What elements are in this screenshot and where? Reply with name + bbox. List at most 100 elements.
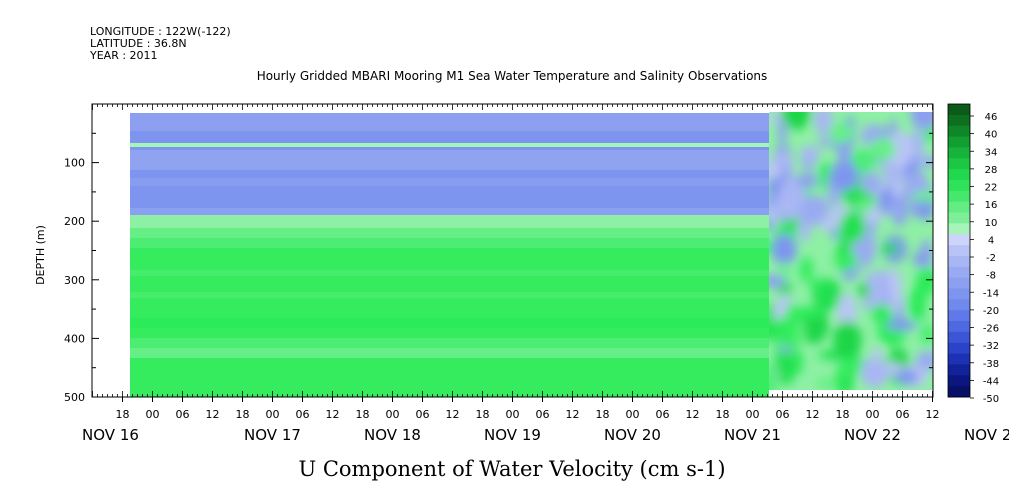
x-hour-label: 00 <box>386 408 400 421</box>
variable-blob <box>815 377 837 390</box>
colorbar-label: -8 <box>986 271 996 282</box>
x-hour-label: 06 <box>536 408 550 421</box>
variable-blob <box>769 274 786 289</box>
variable-blob <box>794 306 823 320</box>
x-hour-label: 12 <box>566 408 580 421</box>
x-hour-label: 06 <box>776 408 790 421</box>
lower-positive-layer <box>130 228 769 397</box>
colorbar-swatch <box>948 223 970 235</box>
x-day-label: NOV 23 <box>964 426 1009 444</box>
colorbar-swatch <box>948 310 970 322</box>
variable-blob <box>919 322 933 346</box>
colorbar-label: -38 <box>983 359 999 370</box>
x-hour-label: 00 <box>746 408 760 421</box>
x-hour-label: 00 <box>506 408 520 421</box>
x-day-label: NOV 18 <box>364 426 421 444</box>
variable-blob <box>809 278 824 290</box>
colorbar: 46 40 34 28 22 16 10 4 -2 -8 -14 -20 -26 -32 -38 -44 -50 <box>947 103 999 405</box>
x-hour-label: 12 <box>806 408 820 421</box>
variable-blob <box>888 269 903 309</box>
colorbar-swatch <box>948 147 970 159</box>
colorbar-swatch <box>948 179 970 192</box>
variable-blob <box>886 131 914 168</box>
variable-blob <box>870 304 891 322</box>
colorbar-swatch <box>948 190 970 203</box>
colorbar-swatch <box>948 299 970 311</box>
upper-band-3 <box>130 208 769 215</box>
y-tick-label: 300 <box>64 274 85 287</box>
chart-title: Hourly Gridded MBARI Mooring M1 Sea Wate… <box>257 69 768 83</box>
x-hour-label: 06 <box>296 408 310 421</box>
variable-blob <box>857 282 870 299</box>
colorbar-label: 28 <box>985 165 998 176</box>
variable-blob <box>796 173 819 188</box>
x-hour-label: 12 <box>686 408 700 421</box>
lower-band-3 <box>130 270 769 276</box>
x-hour-label: 06 <box>416 408 430 421</box>
x-hour-label: 18 <box>356 408 370 421</box>
colorbar-swatch <box>948 255 970 268</box>
variable-blob <box>871 348 884 360</box>
variable-blob <box>915 350 933 371</box>
colorbar-label: -2 <box>986 253 996 264</box>
variable-blob <box>888 201 900 218</box>
x-hour-label: 06 <box>656 408 670 421</box>
colorbar-swatch <box>948 169 970 181</box>
surface-band <box>130 113 769 131</box>
colorbar-swatch <box>948 136 970 148</box>
variable-blob <box>799 195 830 225</box>
variable-blob <box>769 163 783 179</box>
x-day-label: NOV 22 <box>844 426 901 444</box>
variable-blob <box>820 216 835 232</box>
variable-blob <box>910 197 920 219</box>
variable-blob <box>910 112 933 134</box>
colorbar-label: -32 <box>983 341 999 352</box>
variable-blob <box>868 137 896 161</box>
colorbar-swatch <box>948 212 970 224</box>
x-hour-label: 12 <box>326 408 340 421</box>
colorbar-swatch <box>948 125 970 138</box>
colorbar-label: 10 <box>985 218 998 229</box>
plot-area <box>130 112 933 397</box>
variable-blob <box>856 199 872 215</box>
y-tick-label: 400 <box>64 332 85 345</box>
lower-band-1 <box>130 228 769 238</box>
colorbar-swatch <box>948 288 970 300</box>
variable-blob <box>829 121 854 145</box>
longitude-label: LONGITUDE : 122W(-122) <box>90 25 231 38</box>
x-axis-label: U Component of Water Velocity (cm s-1) <box>298 457 725 481</box>
x-hour-label: 18 <box>596 408 610 421</box>
colorbar-swatch <box>948 331 970 344</box>
lower-band-2 <box>130 238 769 248</box>
variable-blob <box>784 302 800 340</box>
variable-blob <box>861 171 881 195</box>
x-axis: 18 00 06 12 18 00 06 12 18 00 06 12 18 00 06 12 18 00 06 12… <box>82 397 1009 444</box>
variable-blob <box>840 355 849 385</box>
colorbar-label: 16 <box>985 200 998 211</box>
variable-blob <box>813 112 833 134</box>
colorbar-swatch <box>948 245 970 257</box>
variable-blob <box>860 358 889 388</box>
x-hour-label: 00 <box>866 408 880 421</box>
variable-blob <box>908 286 927 322</box>
x-hour-label: 12 <box>446 408 460 421</box>
colorbar-swatch <box>948 364 970 376</box>
colorbar-swatch <box>948 321 970 333</box>
lower-band-4 <box>130 292 769 298</box>
variable-blob <box>885 320 918 331</box>
variable-blob <box>913 252 924 267</box>
variable-region <box>769 112 933 390</box>
variable-blob <box>778 177 806 212</box>
transition-band <box>130 215 769 228</box>
year-label: YEAR : 2011 <box>89 49 158 62</box>
lower-band-6 <box>130 338 769 348</box>
variable-blob <box>914 125 924 164</box>
y-axis-label: DEPTH (m) <box>34 225 47 285</box>
colorbar-label: -26 <box>983 324 999 335</box>
latitude-label: LATITUDE : 36.8N <box>90 37 187 50</box>
variable-blob <box>880 242 899 255</box>
x-day-label: NOV 19 <box>484 426 541 444</box>
variable-blob <box>778 116 787 146</box>
y-tick-label: 500 <box>64 391 85 404</box>
x-hour-label: 00 <box>626 408 640 421</box>
